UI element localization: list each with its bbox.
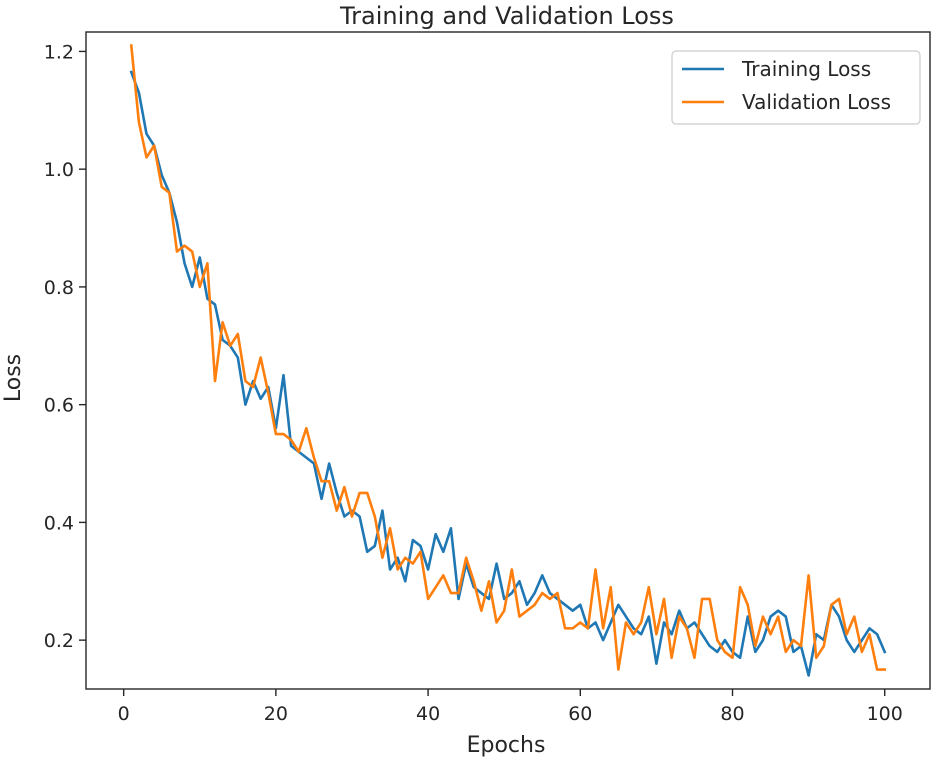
x-tick-label: 0: [118, 703, 130, 725]
y-tick-label: 0.4: [44, 512, 74, 534]
y-tick-label: 0.8: [44, 277, 74, 299]
chart-title: Training and Validation Loss: [339, 2, 674, 30]
legend-label-training-loss: Training Loss: [741, 57, 871, 81]
legend-box: [671, 50, 921, 125]
x-tick-label: 80: [720, 703, 744, 725]
plot-area: [129, 44, 887, 677]
y-axis-label: Loss: [1, 354, 26, 402]
x-axis-label: Epochs: [467, 733, 546, 758]
x-tick-label: 40: [416, 703, 440, 725]
legend: Training Loss Validation Loss: [671, 50, 921, 125]
y-tick-label: 1.2: [44, 41, 74, 63]
axes: 0 20 40 60 80 100 0.2 0.4 0.6 0.8 1.0 1.2: [44, 31, 931, 725]
x-tick-label: 20: [264, 703, 288, 725]
axes-frame: [85, 31, 931, 690]
y-tick-label: 0.6: [44, 395, 74, 417]
x-tick-label: 100: [867, 703, 903, 725]
y-tick-label: 0.2: [44, 630, 74, 652]
x-tick-label: 60: [568, 703, 592, 725]
legend-label-validation-loss: Validation Loss: [742, 90, 891, 114]
y-tick-label: 1.0: [44, 159, 74, 181]
series-line-validation-loss: [129, 44, 887, 671]
